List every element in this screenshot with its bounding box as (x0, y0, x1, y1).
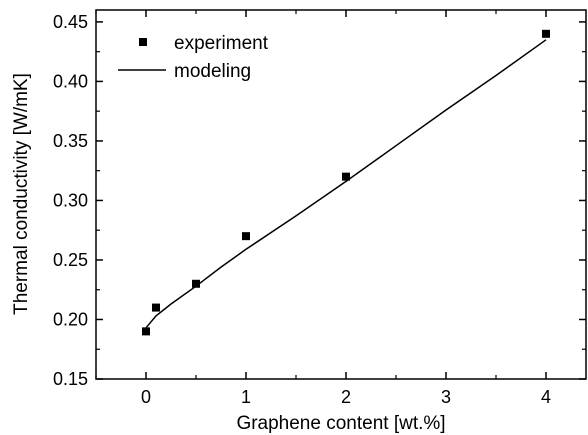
x-tick-label: 0 (141, 387, 151, 407)
series-line-modeling (145, 39, 547, 329)
legend-label-modeling: modeling (174, 61, 251, 82)
data-point-experiment (152, 303, 160, 312)
y-tick-label: 0.45 (53, 12, 88, 32)
y-axis-title: Thermal conductivity [W/mK] (11, 73, 32, 315)
y-tick-label: 0.25 (53, 250, 88, 270)
data-point-experiment (142, 327, 150, 336)
x-ticks: 0 1 2 3 4 (95, 10, 551, 407)
y-tick-label: 0.20 (53, 309, 88, 329)
data-point-experiment (242, 232, 250, 241)
x-axis-title: Graphene content [wt.%] (236, 413, 445, 434)
y-tick-label: 0.40 (53, 71, 88, 91)
data-point-experiment (542, 29, 550, 38)
legend-label-experiment: experiment (174, 33, 269, 54)
y-tick-label: 0.15 (53, 369, 88, 389)
plot-frame (95, 9, 587, 380)
legend-marker-experiment (139, 38, 147, 46)
y-tick-label: 0.30 (53, 190, 88, 210)
x-tick-label: 3 (441, 387, 451, 407)
x-tick-label: 1 (241, 387, 251, 407)
data-point-experiment (192, 279, 200, 288)
x-tick-label: 2 (341, 387, 351, 407)
x-tick-label: 4 (541, 387, 551, 407)
legend: experiment modeling (118, 33, 269, 82)
y-tick-label: 0.35 (53, 131, 88, 151)
series-layer (142, 29, 550, 336)
data-point-experiment (342, 172, 350, 181)
y-ticks: 0.15 0.20 0.25 0.30 0.35 0.40 0.45 (53, 12, 586, 389)
